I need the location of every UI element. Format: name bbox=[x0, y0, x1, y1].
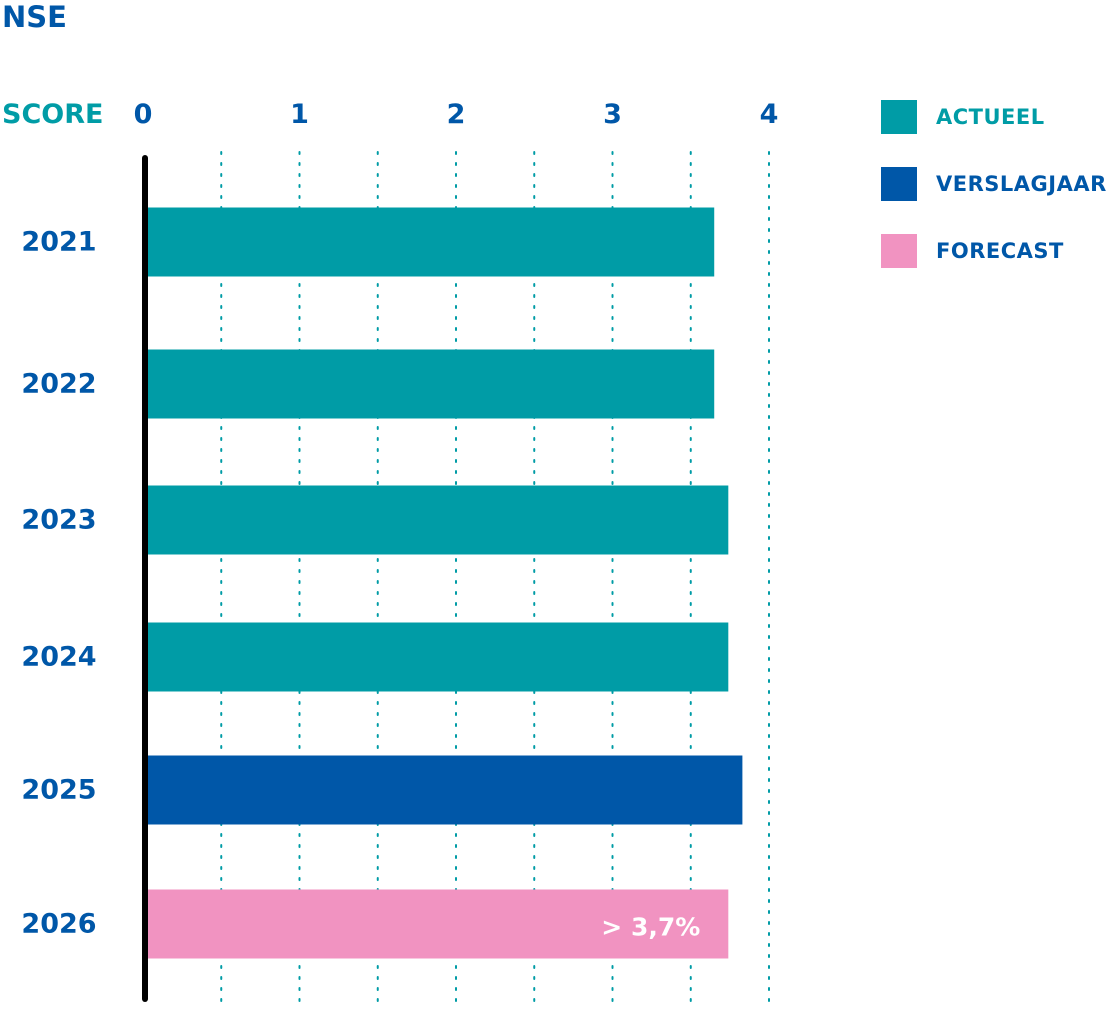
data-label-2026: > 3,7% bbox=[601, 912, 701, 942]
y-label-2023: 2023 bbox=[21, 504, 97, 536]
x-tick-label-4: 4 bbox=[759, 99, 779, 130]
x-tick-label-2: 2 bbox=[446, 99, 466, 130]
chart-title: NSE bbox=[2, 0, 67, 34]
y-label-2025: 2025 bbox=[21, 774, 97, 806]
legend-item-actueel: ACTUEEL bbox=[881, 100, 1107, 134]
y-label-2021: 2021 bbox=[21, 226, 97, 258]
bar-2021 bbox=[143, 207, 715, 277]
legend: ACTUEEL VERSLAGJAAR FORECAST bbox=[881, 100, 1107, 301]
legend-label: VERSLAGJAAR bbox=[936, 172, 1107, 196]
legend-item-verslagjaar: VERSLAGJAAR bbox=[881, 167, 1107, 201]
legend-item-forecast: FORECAST bbox=[881, 234, 1107, 268]
x-tick-label-3: 3 bbox=[603, 99, 622, 130]
bar-2022 bbox=[143, 349, 715, 419]
x-tick-label-0: 0 bbox=[133, 99, 153, 130]
y-label-2026: 2026 bbox=[21, 908, 97, 940]
y-label-2024: 2024 bbox=[21, 641, 97, 673]
legend-swatch bbox=[881, 167, 917, 201]
legend-swatch bbox=[881, 100, 917, 134]
axis-title-score: SCORE bbox=[2, 99, 104, 130]
bar-2025 bbox=[143, 755, 743, 825]
bar-2026 bbox=[143, 889, 729, 959]
legend-swatch bbox=[881, 234, 917, 268]
legend-label: ACTUEEL bbox=[936, 105, 1045, 129]
y-label-2022: 2022 bbox=[21, 368, 97, 400]
legend-label: FORECAST bbox=[936, 239, 1064, 263]
x-tick-label-1: 1 bbox=[290, 99, 309, 130]
bar-2023 bbox=[143, 485, 729, 555]
bar-2024 bbox=[143, 622, 729, 692]
